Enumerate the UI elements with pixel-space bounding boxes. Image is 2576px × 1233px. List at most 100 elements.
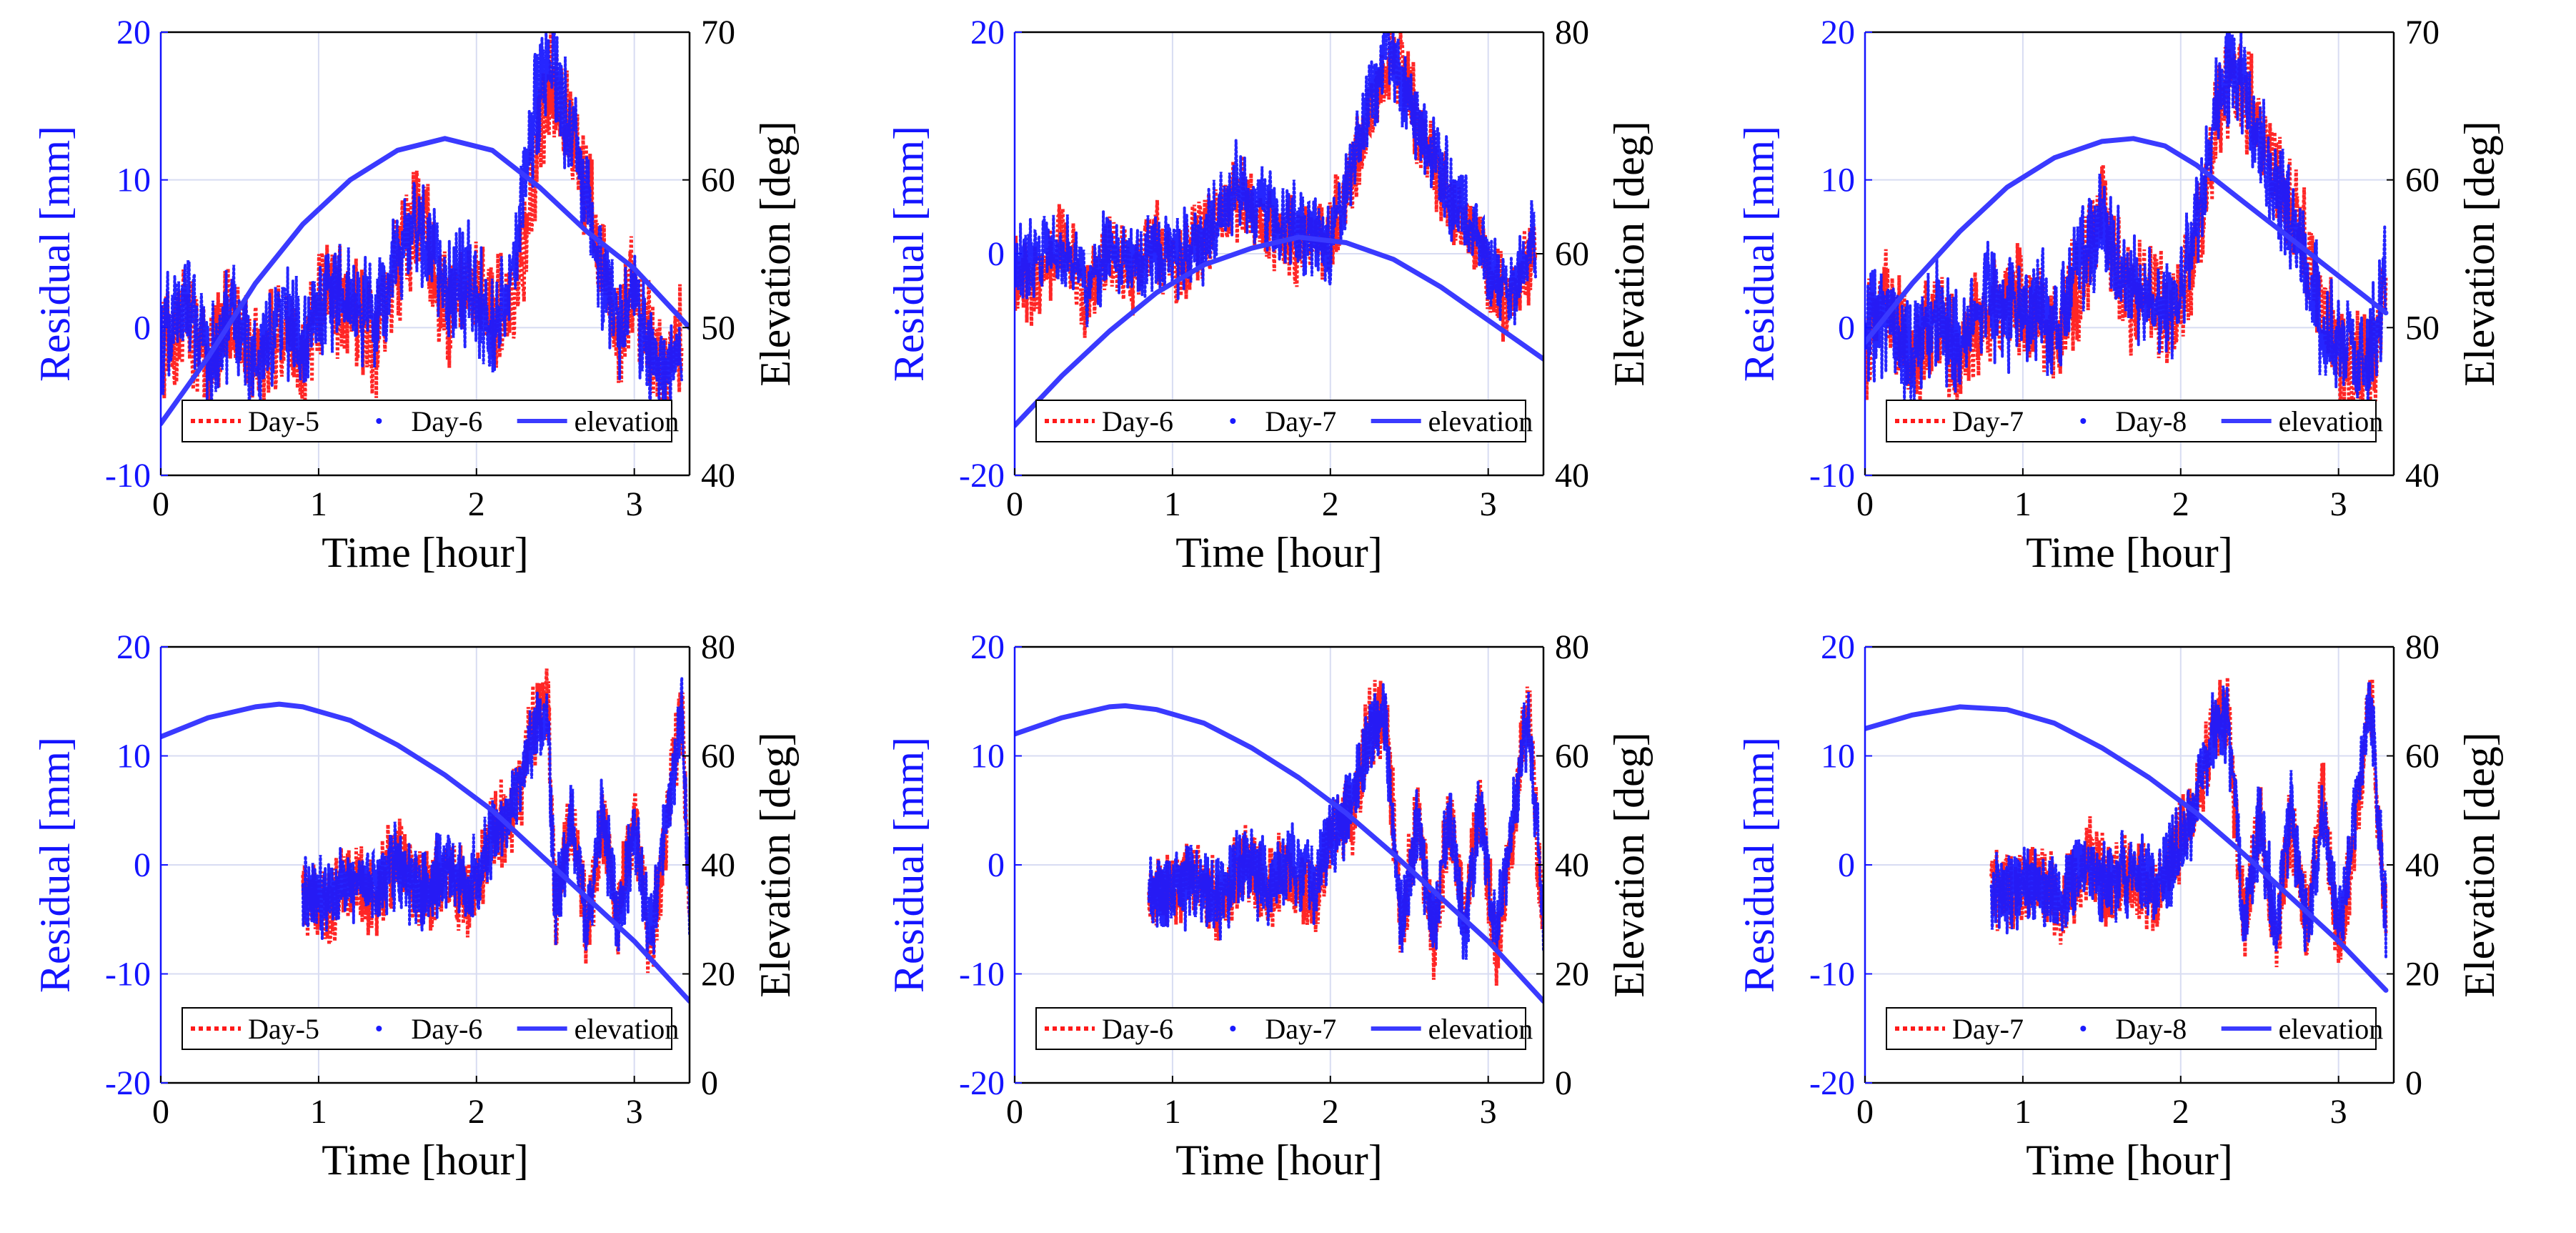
y2-tick-label: 80 [1555,628,1589,666]
residual-series-day-8 [1989,682,2387,959]
x-tick-label: 2 [2172,1093,2189,1131]
y-tick-label: 10 [116,738,151,776]
x-tick-label: 0 [1006,1093,1023,1131]
y2-tick-label: 50 [2405,309,2440,347]
plot-area [1015,680,1543,1004]
legend-label: Day-6 [411,405,482,437]
y-tick-label: -20 [105,1064,151,1102]
legend-label: elevation [1428,1013,1533,1045]
y-tick-label: 20 [970,628,1005,666]
residual-series-day-7 [1015,32,1537,327]
residual-series-day-7 [1147,684,1543,960]
x-axis-title: Time [hour] [322,529,528,576]
y-tick-label: 0 [988,235,1005,273]
y2-axis-title: Elevation [deg] [1606,732,1653,998]
y-tick-label: 20 [1821,14,1855,51]
legend: Day-7 Day-8 elevation [1886,400,2383,442]
x-tick-label: 1 [1164,485,1181,523]
y2-tick-label: 60 [1555,235,1589,273]
x-tick-label: 0 [152,485,169,523]
x-axis-title: Time [hour] [2026,529,2232,576]
y-tick-label: -20 [959,457,1005,495]
legend-box [1035,1007,1526,1050]
legend-swatch-day-8 [2080,418,2087,424]
subplot-4: 0 1 2 3 -20 -10 0 10 20 0 20 40 60 80 Time [hour] Resid… [31,628,799,1184]
legend-label: elevation [575,405,680,437]
x-tick-label: 0 [1856,1093,1874,1131]
y2-tick-label: 20 [2405,956,2440,994]
elevation-line [161,136,690,427]
y2-tick-label: 40 [2405,846,2440,884]
y2-tick-label: 40 [701,846,735,884]
legend-label: elevation [1428,405,1533,437]
legend-label: elevation [2279,405,2384,437]
x-tick-label: 3 [1480,1093,1497,1131]
y-axis-title: Residual [mm] [885,126,933,382]
x-tick-label: 3 [626,485,643,523]
y2-tick-label: 70 [2405,14,2440,51]
y2-axis-title: Elevation [deg] [2456,121,2503,387]
y-tick-label: -20 [959,1064,1005,1102]
plot-area [1865,32,2389,422]
x-tick-label: 1 [310,1093,327,1131]
y2-tick-label: 0 [701,1064,718,1102]
legend-label: Day-7 [1265,405,1336,437]
legend: Day-5 Day-6 elevation [181,400,680,442]
y2-axis-title: Elevation [deg] [2456,732,2503,998]
y2-tick-label: 80 [701,628,735,666]
y2-tick-label: 20 [1555,956,1589,994]
legend-swatch-day-7 [1230,1026,1236,1031]
y2-tick-label: 20 [701,956,735,994]
residual-series-day-7 [1865,43,2388,418]
plot-area [161,668,690,1004]
y-tick-label: 0 [134,309,151,347]
legend-label: Day-8 [2115,405,2187,437]
y2-tick-label: 60 [2405,162,2440,199]
legend-label: Day-6 [1102,1013,1173,1045]
x-axis-title: Time [hour] [1175,529,1382,576]
legend-label: elevation [2279,1013,2384,1045]
y2-axis-title: Elevation [deg] [752,732,799,998]
y-tick-label: 20 [970,14,1005,51]
y-axis-title: Residual [mm] [31,126,79,382]
y-tick-label: 0 [988,846,1005,884]
legend-label: Day-5 [248,405,319,437]
legend-label: Day-6 [411,1013,482,1045]
y2-tick-label: 80 [1555,14,1589,51]
y2-tick-label: 0 [2405,1064,2422,1102]
plot-area [1015,32,1543,428]
plot-area [1865,677,2389,993]
y2-tick-label: 40 [1555,457,1589,495]
y2-tick-label: 40 [1555,846,1589,884]
legend: Day-7 Day-8 elevation [1886,1007,2384,1050]
y-tick-label: 10 [116,162,151,199]
x-tick-label: 1 [1164,1093,1181,1131]
elevation-line [1015,703,1543,1004]
y2-tick-label: 50 [701,309,735,347]
legend-box [1035,400,1526,442]
y2-axis-title: Elevation [deg] [752,121,799,387]
y-axis-title: Residual [mm] [1736,126,1783,382]
x-tick-label: 3 [2330,485,2347,523]
y2-tick-label: 60 [701,162,735,199]
plot-area [161,32,690,427]
x-tick-label: 2 [1322,485,1339,523]
y-tick-label: 0 [1838,309,1855,347]
y2-tick-label: 70 [701,14,735,51]
legend-swatch-day-7 [1230,418,1236,424]
legend-box [181,1007,672,1050]
y2-tick-label: 60 [2405,738,2440,776]
legend: Day-5 Day-6 elevation [181,1007,679,1050]
y2-tick-label: 60 [701,738,735,776]
x-tick-label: 2 [1322,1093,1339,1131]
y-tick-label: 20 [116,628,151,666]
y-tick-label: 0 [134,846,151,884]
x-tick-label: 2 [468,1093,485,1131]
y-tick-label: 10 [970,738,1005,776]
y2-tick-label: 80 [2405,628,2440,666]
x-axis-title: Time [hour] [322,1137,528,1184]
legend-label: Day-5 [248,1013,319,1045]
